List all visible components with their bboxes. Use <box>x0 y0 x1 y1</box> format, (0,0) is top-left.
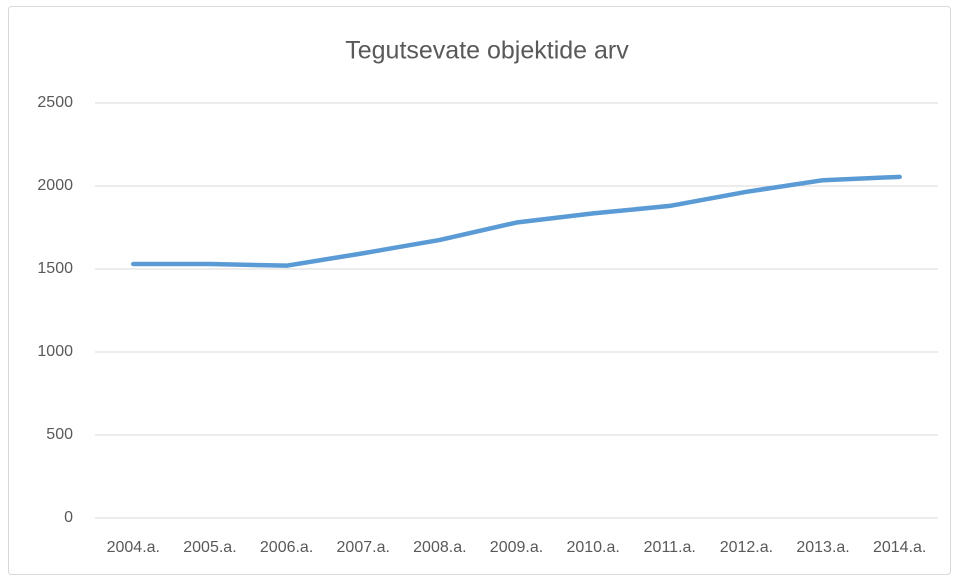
x-tick-label: 2011.a. <box>644 539 696 556</box>
x-tick-label: 2007.a. <box>337 539 390 556</box>
line <box>131 174 902 268</box>
x-tick-label: 2014.a. <box>873 539 926 556</box>
chart-frame <box>8 6 951 575</box>
y-tick-label: 2000 <box>37 177 73 194</box>
x-tick-label: 2005.a. <box>183 539 236 556</box>
y-tick-label: 0 <box>64 509 73 526</box>
y-tick-label: 1500 <box>37 260 73 277</box>
x-tick-label: 2010.a. <box>566 539 619 556</box>
x-tick-label: 2008.a. <box>413 539 466 556</box>
y-tick-label: 500 <box>46 426 73 443</box>
x-tick-label: 2009.a. <box>490 539 543 556</box>
x-tick-label: 2013.a. <box>796 539 849 556</box>
x-tick-label: 2006.a. <box>260 539 313 556</box>
y-tick-label: 1000 <box>37 343 73 360</box>
x-tick-label: 2012.a. <box>720 539 773 556</box>
chart-title: Tegutsevate objektide arv <box>345 37 629 65</box>
y-tick-label: 2500 <box>37 94 73 111</box>
x-tick-label: 2004.a. <box>107 539 160 556</box>
